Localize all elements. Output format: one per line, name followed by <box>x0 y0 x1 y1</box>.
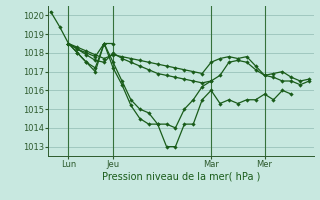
X-axis label: Pression niveau de la mer( hPa ): Pression niveau de la mer( hPa ) <box>102 172 260 182</box>
